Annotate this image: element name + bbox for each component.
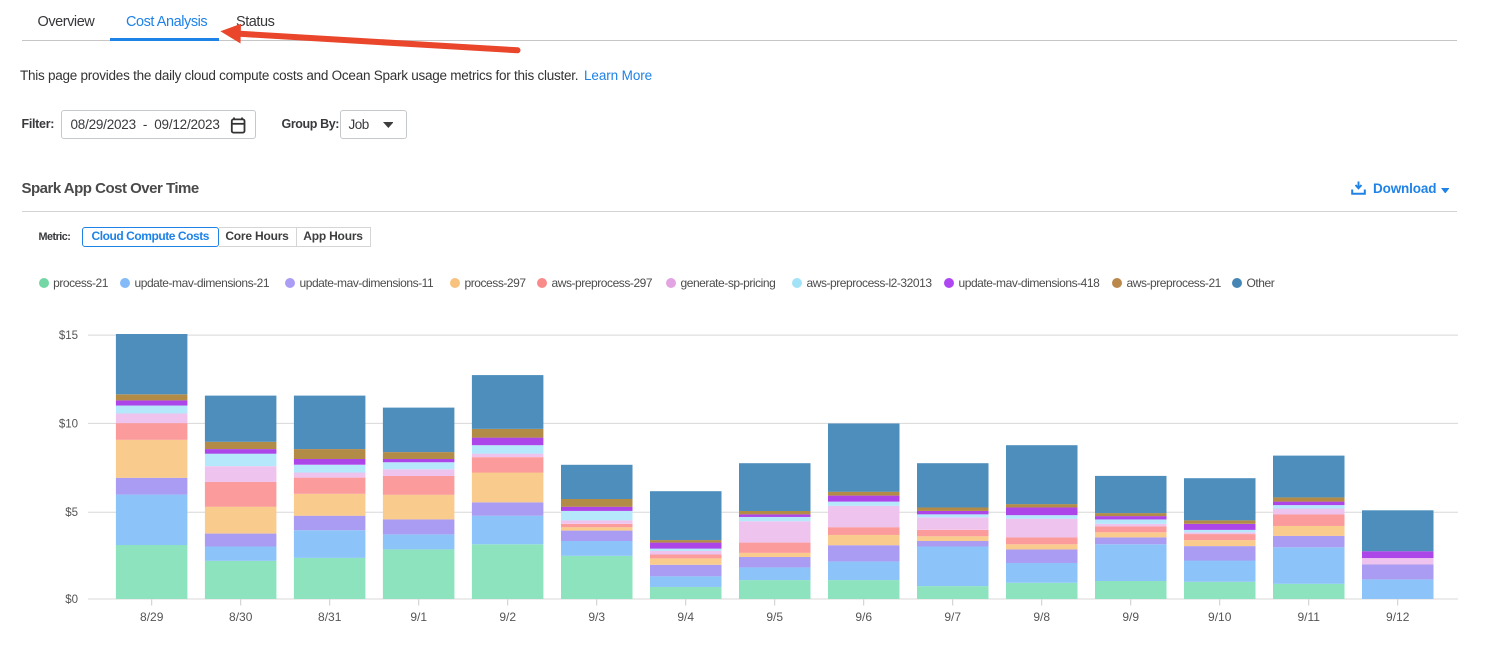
svg-text:8/29: 8/29 <box>140 610 164 624</box>
svg-text:8/31: 8/31 <box>318 610 342 624</box>
svg-text:9/4: 9/4 <box>677 610 694 624</box>
svg-text:9/10: 9/10 <box>1208 610 1232 624</box>
svg-text:9/9: 9/9 <box>1122 610 1139 624</box>
svg-text:8/30: 8/30 <box>229 610 253 624</box>
svg-text:$15: $15 <box>59 330 78 342</box>
svg-text:9/11: 9/11 <box>1297 610 1320 624</box>
svg-text:9/12: 9/12 <box>1386 610 1410 624</box>
svg-text:$5: $5 <box>65 507 78 519</box>
svg-text:9/2: 9/2 <box>499 610 516 624</box>
svg-text:9/5: 9/5 <box>766 610 783 624</box>
svg-text:9/6: 9/6 <box>855 610 872 624</box>
svg-text:9/1: 9/1 <box>410 610 427 624</box>
svg-text:9/3: 9/3 <box>588 610 605 624</box>
svg-text:$10: $10 <box>59 418 78 430</box>
svg-text:$0: $0 <box>65 594 78 606</box>
svg-text:9/8: 9/8 <box>1033 610 1050 624</box>
svg-text:9/7: 9/7 <box>944 610 961 624</box>
